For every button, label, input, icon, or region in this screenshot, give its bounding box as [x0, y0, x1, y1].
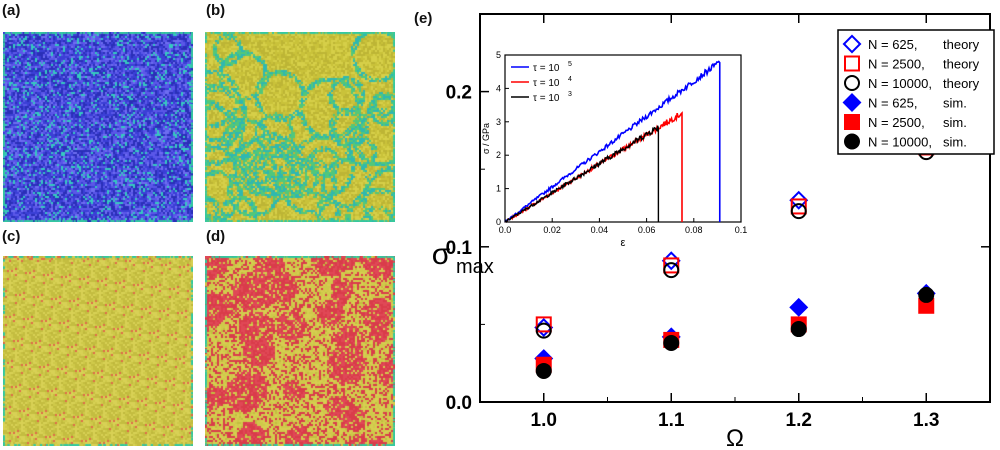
- data-point-s1: [663, 257, 680, 274]
- data-point-s5: [790, 321, 807, 338]
- panel-c-label: (c): [2, 228, 21, 245]
- legend-marker: [842, 34, 862, 54]
- legend-marker: [844, 133, 860, 150]
- inset-x-axis-label: ε: [621, 237, 626, 249]
- legend-label: N = 625,: [868, 37, 918, 52]
- legend-suffix: sim.: [943, 115, 967, 130]
- x-tick-label: 1.0: [531, 410, 557, 431]
- y-axis-label-subscript: max: [456, 256, 494, 278]
- inset-x-tick-label: 0.02: [543, 225, 561, 235]
- y-tick-label: 0.1: [446, 238, 473, 259]
- inset-legend-exponent: 5: [568, 61, 572, 68]
- legend-label: N = 2500,: [868, 57, 925, 72]
- inset-legend-exponent: 3: [568, 91, 572, 98]
- legend-marker: [844, 75, 860, 91]
- inset-y-tick-label: 4: [496, 83, 501, 93]
- panel-c-snapshot: [3, 256, 193, 446]
- legend-box: [837, 29, 995, 155]
- data-point-s1: [790, 198, 807, 215]
- inset-legend-exponent: 4: [568, 76, 572, 83]
- inset-series-line: [504, 60, 721, 223]
- legend-label: N = 2500,: [868, 115, 925, 130]
- inset-legend-label: τ = 10: [533, 93, 560, 104]
- panel-e-label: (e): [414, 10, 433, 27]
- legend-marker: [842, 93, 862, 112]
- inset-legend-label: τ = 10: [533, 63, 560, 74]
- inset-x-tick-label: 0.04: [591, 225, 609, 235]
- x-axis-label: Ω: [726, 425, 744, 450]
- data-point-s2: [535, 322, 552, 339]
- inset-y-tick-label: 1: [496, 184, 501, 194]
- inset-x-tick-label: 0.0: [499, 225, 512, 235]
- panel-a-snapshot: [3, 32, 193, 222]
- legend-marker: [844, 114, 860, 130]
- legend-suffix: theory: [943, 37, 980, 52]
- legend-suffix: theory: [943, 57, 980, 72]
- data-point-s0: [789, 190, 809, 210]
- legend-suffix: sim.: [943, 96, 967, 111]
- data-point-s5: [535, 362, 552, 379]
- panel-d-label: (d): [206, 228, 226, 245]
- legend-label: N = 625,: [868, 96, 918, 111]
- panel-d-snapshot: [205, 256, 395, 446]
- x-tick-label: 1.3: [913, 410, 939, 431]
- legend-label: N = 10000,: [868, 135, 932, 150]
- inset-x-tick-label: 0.1: [735, 225, 748, 235]
- y-tick-label: 0.2: [446, 83, 472, 104]
- data-point-s1: [535, 316, 552, 333]
- data-point-s5: [918, 286, 935, 303]
- y-axis-label: σ: [432, 238, 451, 271]
- y-tick-label: 0.0: [446, 393, 472, 414]
- inset-series-line: [504, 125, 660, 223]
- legend-label: N = 10000,: [868, 76, 932, 91]
- inset-y-tick-label: 3: [496, 117, 501, 127]
- inset-y-tick-label: 2: [496, 150, 501, 160]
- inset-y-axis-label: σ / GPa: [481, 123, 491, 154]
- panel-b-snapshot: [205, 32, 395, 222]
- data-point-s2: [663, 262, 680, 279]
- panel-b-label: (b): [206, 2, 226, 19]
- inset-legend-label: τ = 10: [533, 78, 560, 89]
- inset-x-tick-label: 0.08: [685, 225, 703, 235]
- legend-marker: [844, 55, 860, 72]
- inset-x-tick-label: 0.06: [638, 225, 656, 235]
- inset-y-tick-label: 0: [496, 217, 501, 227]
- panel-a-label: (a): [2, 2, 21, 19]
- legend-suffix: theory: [943, 76, 980, 91]
- data-point-s5: [663, 335, 680, 352]
- x-tick-label: 1.2: [786, 410, 812, 431]
- data-point-s2: [790, 203, 807, 220]
- x-tick-label: 1.1: [658, 410, 685, 431]
- data-point-s3: [789, 297, 809, 317]
- legend-suffix: sim.: [943, 135, 967, 150]
- inset-y-tick-label: 5: [496, 50, 501, 60]
